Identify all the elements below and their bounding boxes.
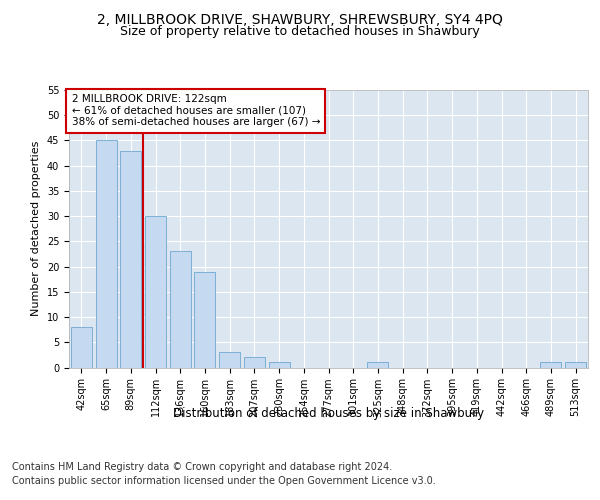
Text: 2 MILLBROOK DRIVE: 122sqm
← 61% of detached houses are smaller (107)
38% of semi: 2 MILLBROOK DRIVE: 122sqm ← 61% of detac… [71,94,320,128]
Bar [170,252,191,368]
Bar [71,327,92,368]
Bar [367,362,388,368]
Text: Contains public sector information licensed under the Open Government Licence v3: Contains public sector information licen… [12,476,436,486]
Bar [219,352,240,368]
Text: Size of property relative to detached houses in Shawbury: Size of property relative to detached ho… [120,25,480,38]
Bar [244,358,265,368]
Text: Contains HM Land Registry data © Crown copyright and database right 2024.: Contains HM Land Registry data © Crown c… [12,462,392,472]
Text: 2, MILLBROOK DRIVE, SHAWBURY, SHREWSBURY, SY4 4PQ: 2, MILLBROOK DRIVE, SHAWBURY, SHREWSBURY… [97,12,503,26]
Bar [565,362,586,368]
Bar [541,362,562,368]
Bar [194,272,215,368]
Bar [95,140,116,368]
Bar [145,216,166,368]
Bar [269,362,290,368]
Text: Distribution of detached houses by size in Shawbury: Distribution of detached houses by size … [173,408,484,420]
Bar [120,150,141,368]
Y-axis label: Number of detached properties: Number of detached properties [31,141,41,316]
